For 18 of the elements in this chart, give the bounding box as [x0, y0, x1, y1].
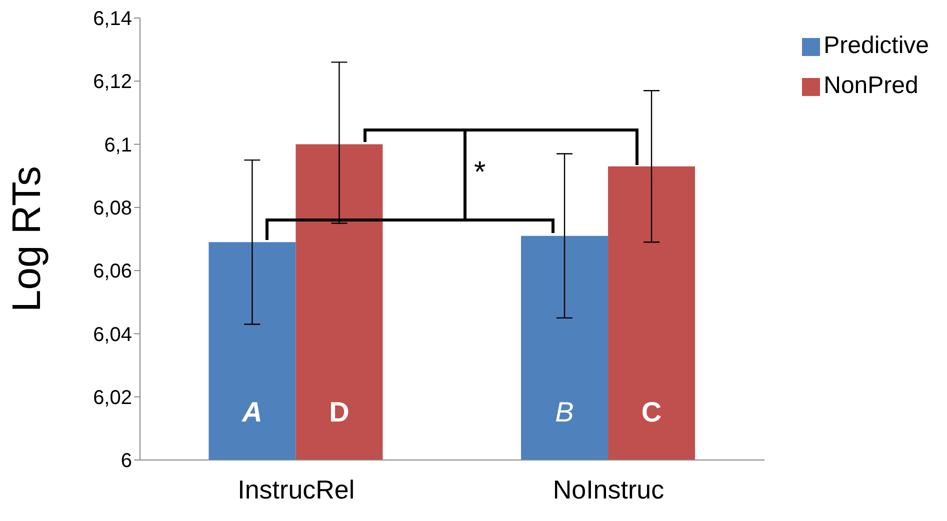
- y-tick-label: 6: [120, 450, 132, 472]
- y-tick-label: 6,12: [93, 71, 132, 94]
- legend-label: NonPred: [824, 72, 918, 99]
- data-label: A: [241, 396, 262, 428]
- y-tick-label: 6,06: [93, 260, 132, 283]
- y-axis-title: Log RTs: [5, 166, 50, 312]
- y-tick-label: 6,02: [93, 386, 132, 409]
- x-tick-label: InstrucRel: [238, 474, 355, 504]
- annotation: *: [474, 156, 486, 189]
- data-label: D: [329, 396, 350, 428]
- x-tick-label: NoInstruc: [552, 474, 664, 504]
- y-tick-label: 6,14: [93, 8, 132, 30]
- y-tick-label: 6,04: [93, 324, 132, 346]
- y-tick-label: 6,1: [104, 134, 132, 156]
- data-label: B: [555, 396, 574, 428]
- legend-label: Predictive: [824, 32, 929, 59]
- data-label: C: [641, 396, 662, 428]
- y-tick-label: 6,08: [93, 198, 132, 220]
